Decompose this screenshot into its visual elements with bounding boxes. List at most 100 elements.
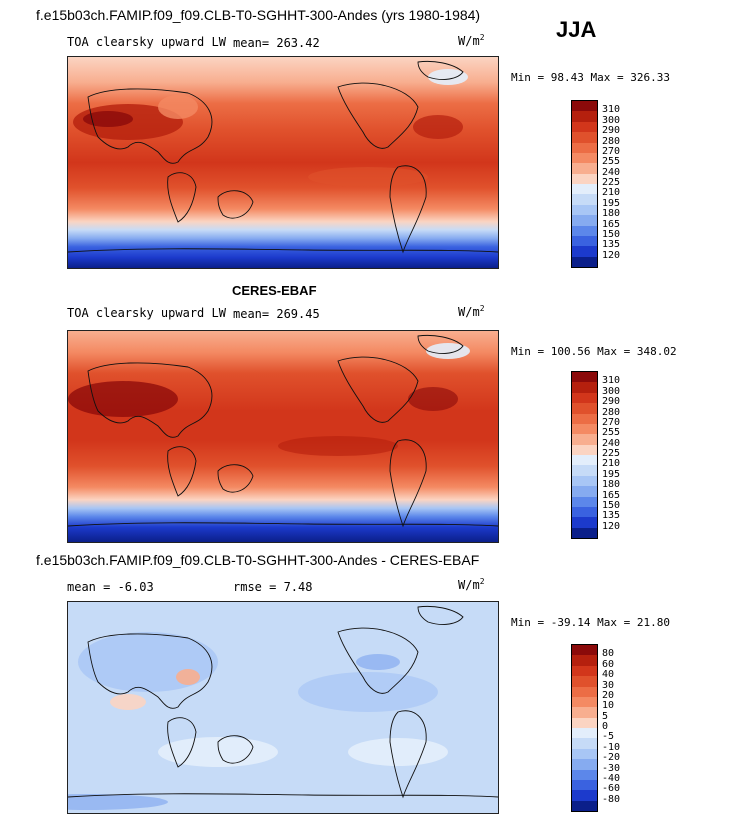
colorbar-swatch <box>572 665 597 677</box>
colorbar-tick-label: 0 <box>602 721 609 732</box>
colorbar-swatch <box>572 496 597 507</box>
colorbar-swatch <box>572 444 597 455</box>
colorbar-swatch <box>572 506 597 518</box>
colorbar-swatch <box>572 194 597 205</box>
colorbar-swatch <box>572 475 597 487</box>
colorbar-tick-label: 270 <box>602 145 621 157</box>
colorbar-tick-label: -40 <box>602 772 621 784</box>
colorbar-tick-label: 280 <box>602 406 621 418</box>
colorbar-tick-label: 165 <box>602 218 621 230</box>
panel2-map <box>67 330 499 543</box>
colorbar-tick-label: 310 <box>602 375 621 387</box>
panel2-mean: mean= 269.45 <box>233 307 320 321</box>
colorbar-swatch <box>572 800 597 811</box>
colorbar-swatch <box>572 645 597 656</box>
colorbar-swatch <box>572 382 597 393</box>
colorbar-swatch <box>572 413 597 424</box>
colorbar-swatch <box>572 121 597 133</box>
colorbar-swatch <box>572 152 597 164</box>
panel1-map-field <box>68 57 498 268</box>
panel3-map <box>67 601 499 814</box>
panel3-minmax: Min = -39.14 Max = 21.80 <box>511 616 670 629</box>
colorbar-tick-label: 150 <box>602 228 621 240</box>
colorbar-tick-label: -20 <box>602 752 621 764</box>
colorbar-tick-label: 255 <box>602 427 621 439</box>
colorbar-tick-label: 300 <box>602 114 621 126</box>
panel1-map <box>67 56 499 269</box>
colorbar-swatch <box>572 403 597 414</box>
panel2-colorbar <box>571 371 598 539</box>
colorbar-swatch <box>572 163 597 174</box>
colorbar-swatch <box>572 392 597 404</box>
colorbar-tick-label: 180 <box>602 208 621 220</box>
colorbar-swatch <box>572 246 597 257</box>
colorbar-tick-label: -60 <box>602 783 621 795</box>
colorbar-swatch <box>572 215 597 226</box>
colorbar-tick-label: 135 <box>602 239 621 251</box>
colorbar-swatch <box>572 686 597 697</box>
colorbar-swatch <box>572 423 597 435</box>
colorbar-swatch <box>572 455 597 466</box>
colorbar-tick-label: 210 <box>602 187 621 199</box>
colorbar-tick-label: -30 <box>602 762 621 774</box>
colorbar-swatch <box>572 372 597 383</box>
panel3-colorbar <box>571 644 598 812</box>
colorbar-swatch <box>572 434 597 445</box>
panel1-variable: TOA clearsky upward LW <box>67 35 226 49</box>
season-label: JJA <box>556 17 597 42</box>
panel3-units: W/m2 <box>458 577 485 592</box>
colorbar-tick-label: 40 <box>602 669 615 681</box>
colorbar-tick-label: 20 <box>602 689 615 701</box>
colorbar-swatch <box>572 486 597 497</box>
colorbar-tick-label: 120 <box>602 249 621 261</box>
colorbar-tick-label: 5 <box>602 710 609 722</box>
colorbar-swatch <box>572 655 597 666</box>
colorbar-swatch <box>572 256 597 267</box>
colorbar-tick-label: 150 <box>602 499 621 511</box>
panel1-units: W/m2 <box>458 33 485 48</box>
colorbar-swatch <box>572 728 597 739</box>
colorbar-swatch <box>572 738 597 749</box>
colorbar-swatch <box>572 517 597 528</box>
colorbar-tick-label: 30 <box>602 679 615 691</box>
colorbar-tick-label: 180 <box>602 479 621 491</box>
colorbar-tick-label: 225 <box>602 448 621 459</box>
panel3-rmse: rmse = 7.48 <box>233 580 313 594</box>
colorbar-tick-label: 240 <box>602 437 621 449</box>
colorbar-tick-label: 165 <box>602 489 621 501</box>
colorbar-swatch <box>572 184 597 195</box>
panel1-colorbar-labels: 310 300 290 280 270 255 240 225 210 195 180 165 150 1… <box>602 100 642 266</box>
panel2-colorbar-labels: 310 300 290 280 270 255 240 225 210 195 180 165 150 1… <box>602 371 642 537</box>
panel2-variable: TOA clearsky upward LW <box>67 306 226 320</box>
colorbar-swatch <box>572 235 597 247</box>
colorbar-tick-label: 10 <box>602 700 615 712</box>
colorbar-tick-label: -10 <box>602 741 621 753</box>
panel3-map-field <box>68 602 498 813</box>
colorbar-swatch <box>572 465 597 476</box>
panel2-minmax: Min = 100.56 Max = 348.02 <box>511 345 677 358</box>
colorbar-tick-label: 300 <box>602 385 621 397</box>
colorbar-swatch <box>572 748 597 760</box>
colorbar-swatch <box>572 717 597 728</box>
panel1-mean: mean= 263.42 <box>233 36 320 50</box>
panel1-minmax: Min = 98.43 Max = 326.33 <box>511 71 670 84</box>
colorbar-swatch <box>572 676 597 687</box>
colorbar-tick-label: -80 <box>602 793 621 805</box>
colorbar-tick-label: 210 <box>602 458 621 470</box>
colorbar-tick-label: 60 <box>602 658 615 670</box>
colorbar-swatch <box>572 696 597 708</box>
colorbar-swatch <box>572 707 597 718</box>
panel3-colorbar-labels: 80 60 40 30 20 10 5 0 -5 -10 -20 -30 -40 -60 -80 <box>602 644 642 810</box>
colorbar-tick-label: 270 <box>602 416 621 428</box>
colorbar-tick-label: 195 <box>602 468 621 480</box>
colorbar-tick-label: 310 <box>602 104 621 116</box>
panel1-colorbar <box>571 100 598 268</box>
colorbar-tick-label: -5 <box>602 731 615 743</box>
colorbar-swatch <box>572 132 597 143</box>
colorbar-swatch <box>572 527 597 538</box>
colorbar-swatch <box>572 101 597 112</box>
colorbar-tick-label: 290 <box>602 396 621 408</box>
colorbar-swatch <box>572 759 597 770</box>
colorbar-swatch <box>572 769 597 780</box>
colorbar-tick-label: 195 <box>602 197 621 209</box>
